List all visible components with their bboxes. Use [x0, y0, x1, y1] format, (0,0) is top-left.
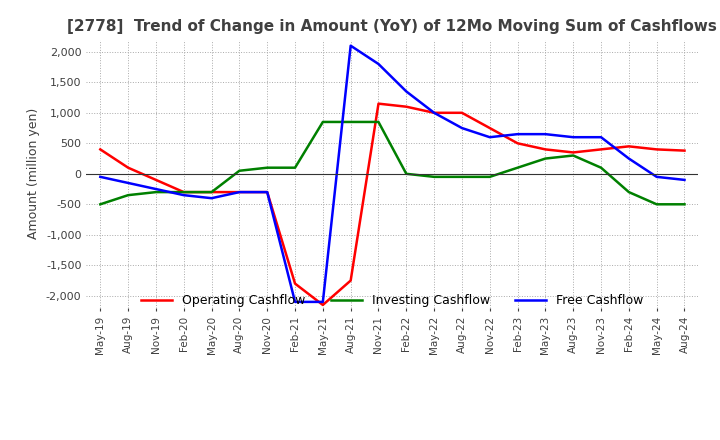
Investing Cashflow — [263, 165, 271, 170]
Investing Cashflow — [152, 190, 161, 195]
Investing Cashflow — [624, 190, 633, 195]
Free Cashflow — [318, 299, 327, 304]
Operating Cashflow — [207, 190, 216, 195]
Free Cashflow — [179, 193, 188, 198]
Operating Cashflow — [458, 110, 467, 115]
Investing Cashflow — [402, 171, 410, 176]
Operating Cashflow — [541, 147, 550, 152]
Operating Cashflow — [402, 104, 410, 109]
Investing Cashflow — [541, 156, 550, 161]
Investing Cashflow — [597, 165, 606, 170]
Operating Cashflow — [96, 147, 104, 152]
Operating Cashflow — [624, 144, 633, 149]
Investing Cashflow — [458, 174, 467, 180]
Investing Cashflow — [374, 119, 383, 125]
Operating Cashflow — [513, 141, 522, 146]
Free Cashflow — [485, 135, 494, 140]
Free Cashflow — [402, 89, 410, 94]
Operating Cashflow — [318, 302, 327, 308]
Y-axis label: Amount (million yen): Amount (million yen) — [27, 108, 40, 239]
Operating Cashflow — [179, 190, 188, 195]
Operating Cashflow — [291, 281, 300, 286]
Investing Cashflow — [96, 202, 104, 207]
Line: Operating Cashflow: Operating Cashflow — [100, 104, 685, 305]
Investing Cashflow — [680, 202, 689, 207]
Investing Cashflow — [291, 165, 300, 170]
Investing Cashflow — [513, 165, 522, 170]
Free Cashflow — [291, 299, 300, 304]
Title: [2778]  Trend of Change in Amount (YoY) of 12Mo Moving Sum of Cashflows: [2778] Trend of Change in Amount (YoY) o… — [68, 19, 717, 34]
Investing Cashflow — [124, 193, 132, 198]
Free Cashflow — [597, 135, 606, 140]
Free Cashflow — [263, 190, 271, 195]
Operating Cashflow — [124, 165, 132, 170]
Line: Investing Cashflow: Investing Cashflow — [100, 122, 685, 204]
Investing Cashflow — [652, 202, 661, 207]
Free Cashflow — [152, 187, 161, 192]
Operating Cashflow — [263, 190, 271, 195]
Free Cashflow — [96, 174, 104, 180]
Investing Cashflow — [318, 119, 327, 125]
Investing Cashflow — [346, 119, 355, 125]
Operating Cashflow — [485, 125, 494, 131]
Legend: Operating Cashflow, Investing Cashflow, Free Cashflow: Operating Cashflow, Investing Cashflow, … — [141, 294, 644, 307]
Free Cashflow — [124, 180, 132, 186]
Free Cashflow — [624, 156, 633, 161]
Operating Cashflow — [597, 147, 606, 152]
Free Cashflow — [346, 43, 355, 48]
Operating Cashflow — [152, 177, 161, 183]
Free Cashflow — [235, 190, 243, 195]
Operating Cashflow — [680, 148, 689, 153]
Investing Cashflow — [569, 153, 577, 158]
Operating Cashflow — [374, 101, 383, 106]
Operating Cashflow — [569, 150, 577, 155]
Operating Cashflow — [235, 190, 243, 195]
Free Cashflow — [513, 132, 522, 137]
Free Cashflow — [374, 61, 383, 66]
Free Cashflow — [680, 177, 689, 183]
Free Cashflow — [207, 195, 216, 201]
Free Cashflow — [652, 174, 661, 180]
Operating Cashflow — [346, 278, 355, 283]
Investing Cashflow — [235, 168, 243, 173]
Free Cashflow — [430, 110, 438, 115]
Investing Cashflow — [179, 190, 188, 195]
Free Cashflow — [569, 135, 577, 140]
Investing Cashflow — [485, 174, 494, 180]
Free Cashflow — [458, 125, 467, 131]
Free Cashflow — [541, 132, 550, 137]
Line: Free Cashflow: Free Cashflow — [100, 46, 685, 302]
Operating Cashflow — [430, 110, 438, 115]
Investing Cashflow — [207, 190, 216, 195]
Operating Cashflow — [652, 147, 661, 152]
Investing Cashflow — [430, 174, 438, 180]
